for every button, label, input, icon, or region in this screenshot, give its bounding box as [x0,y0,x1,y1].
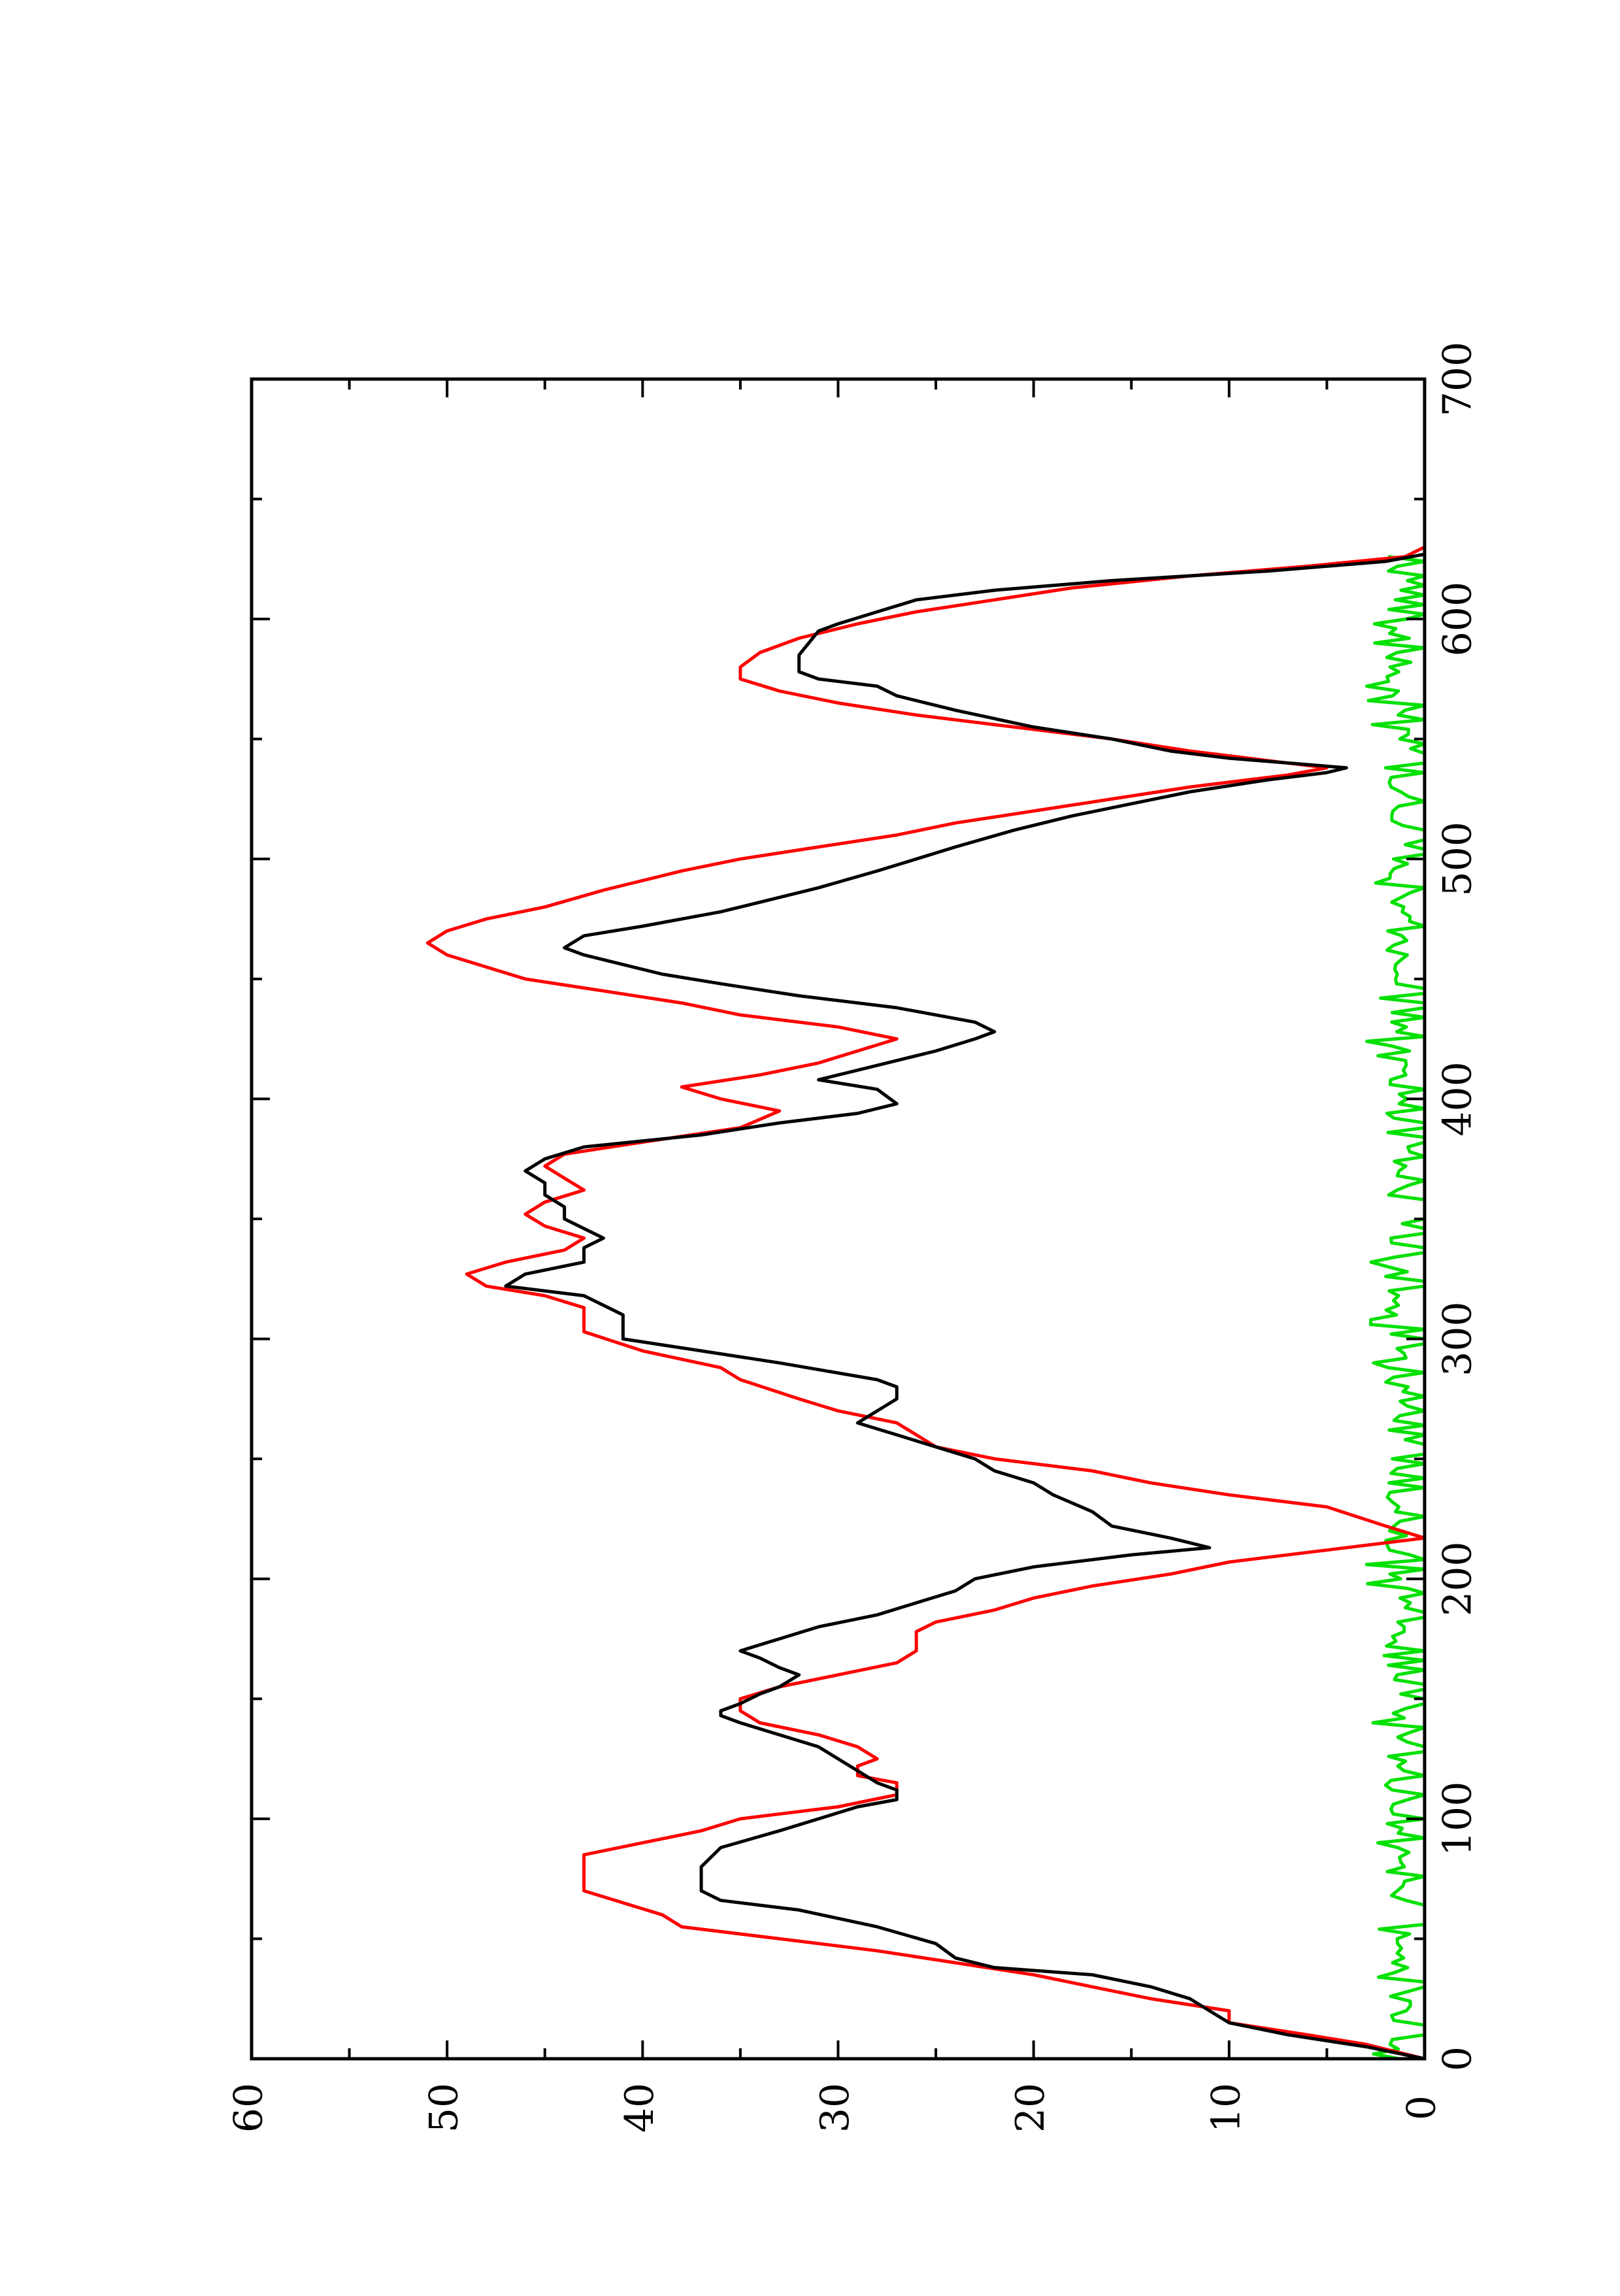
x-tick-label: 600 [1435,582,1481,657]
x-tick-label: 200 [1435,1541,1481,1616]
y-tick-label: 20 [1008,2083,1053,2133]
series-red-line [425,545,1427,2061]
y-tick-label: 60 [226,2083,272,2133]
y-tick-label: 0 [1399,2095,1445,2120]
series-layer [425,545,1427,2061]
series-black-line [504,552,1425,2061]
x-tick-label: 700 [1435,342,1481,417]
y-tick-label: 30 [812,2083,858,2133]
y-tick-label: 40 [617,2083,663,2133]
axis-layer: 0 100 200 300 400 500 600 700 0 10 20 30 40 50 60 [226,342,1481,2133]
series-green-line [1364,555,1427,2061]
y-tick-label: 10 [1203,2083,1249,2133]
y-tick-label: 50 [422,2083,467,2133]
x-tick-label: 100 [1435,1782,1481,1857]
x-tick-label: 500 [1435,822,1481,897]
x-tick-label: 0 [1435,2046,1481,2071]
x-tick-label: 300 [1435,1301,1481,1376]
x-tick-label: 400 [1435,1061,1481,1137]
